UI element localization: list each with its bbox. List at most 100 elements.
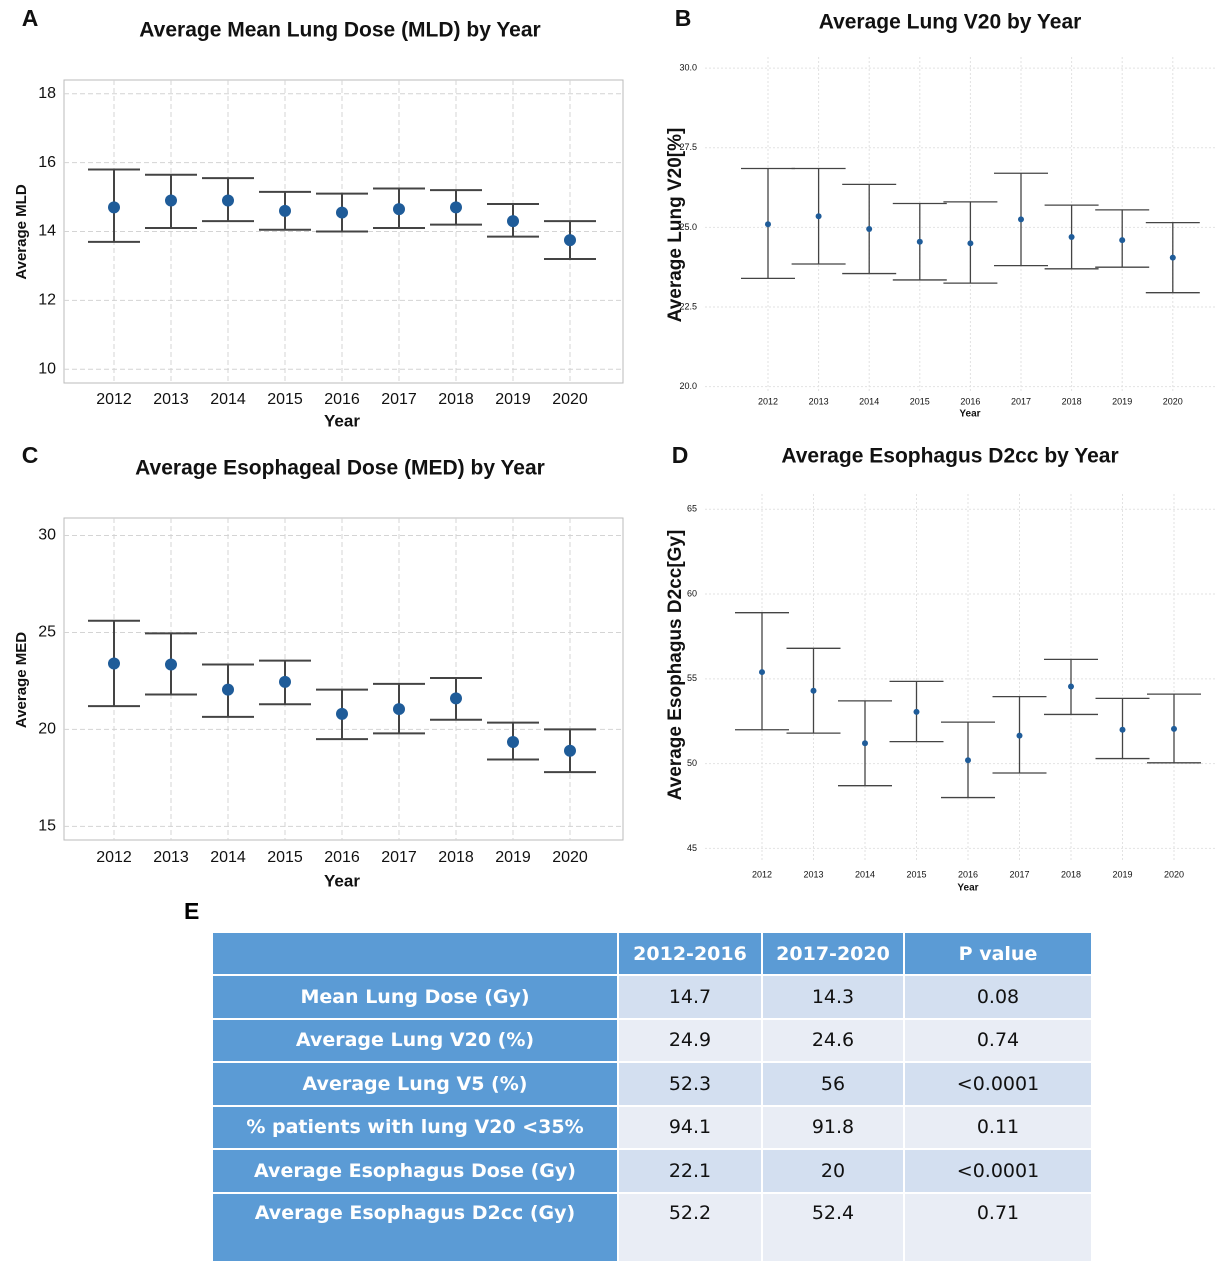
y-tick-label: 22.5 bbox=[679, 301, 697, 311]
chart-title: Average Esophagus D2cc by Year bbox=[781, 445, 1118, 468]
x-tick-label: 2013 bbox=[809, 396, 829, 406]
x-tick-label: 2013 bbox=[153, 849, 189, 866]
panel-label: B bbox=[675, 5, 692, 31]
mean-point bbox=[336, 707, 348, 720]
row-label: % patients with lung V20 <35% bbox=[212, 1105, 618, 1149]
y-axis-label: Average MLD bbox=[13, 184, 30, 279]
chart-title: Average Mean Lung Dose (MLD) by Year bbox=[139, 19, 540, 42]
x-tick-label: 2016 bbox=[960, 396, 980, 406]
x-tick-label: 2012 bbox=[96, 849, 132, 866]
mean-point bbox=[279, 204, 291, 217]
mean-point bbox=[336, 206, 348, 219]
mean-point bbox=[916, 238, 923, 245]
plot-area bbox=[705, 494, 1217, 862]
y-tick-label: 25 bbox=[38, 624, 56, 641]
row-label: Average Lung V20 (%) bbox=[212, 1018, 618, 1062]
table-cell: 14.7 bbox=[618, 975, 762, 1019]
x-tick-label: 2018 bbox=[438, 849, 474, 866]
mean-point bbox=[279, 675, 291, 688]
table-cell: 14.3 bbox=[762, 975, 904, 1019]
x-tick-label: 2020 bbox=[552, 391, 588, 408]
chart-title: Average Esophageal Dose (MED) by Year bbox=[135, 457, 545, 480]
mean-point bbox=[507, 215, 519, 228]
y-tick-label: 25.0 bbox=[679, 222, 697, 232]
mean-point bbox=[1016, 732, 1023, 739]
x-tick-label: 2019 bbox=[1112, 396, 1132, 406]
table-cell: 20 bbox=[762, 1149, 904, 1193]
x-axis-label: Year bbox=[959, 409, 980, 420]
x-tick-label: 2018 bbox=[1062, 396, 1082, 406]
mean-point bbox=[450, 692, 462, 705]
y-tick-label: 55 bbox=[687, 673, 697, 683]
y-tick-label: 27.5 bbox=[679, 142, 697, 152]
y-axis-label: Average Lung V20[%] bbox=[665, 128, 686, 323]
y-tick-label: 30 bbox=[38, 527, 56, 544]
x-tick-label: 2019 bbox=[495, 849, 531, 866]
y-tick-label: 20.0 bbox=[679, 381, 697, 391]
x-tick-label: 2016 bbox=[324, 849, 360, 866]
x-tick-label: 2015 bbox=[267, 849, 303, 866]
x-tick-label: 2017 bbox=[1011, 396, 1031, 406]
y-tick-label: 18 bbox=[38, 85, 56, 102]
panel-label: C bbox=[22, 442, 39, 468]
mean-point bbox=[1119, 726, 1126, 733]
mean-point bbox=[765, 221, 771, 228]
mean-point bbox=[393, 703, 405, 716]
mean-point bbox=[965, 757, 971, 764]
mean-point bbox=[1068, 683, 1074, 690]
y-tick-label: 15 bbox=[38, 818, 56, 835]
table-cell: 24.9 bbox=[618, 1018, 762, 1062]
mean-point bbox=[165, 658, 177, 671]
table-cell: 0.71 bbox=[904, 1192, 1092, 1262]
x-tick-label: 2012 bbox=[96, 391, 132, 408]
mean-point bbox=[815, 213, 822, 220]
mean-point bbox=[862, 740, 868, 747]
x-tick-label: 2016 bbox=[958, 869, 978, 879]
y-axis-label: Average MED bbox=[13, 632, 30, 728]
x-tick-label: 2012 bbox=[752, 869, 772, 879]
x-tick-label: 2015 bbox=[906, 869, 926, 879]
x-tick-label: 2016 bbox=[324, 391, 360, 408]
y-axis-label: Average Esophagus D2cc[Gy] bbox=[665, 530, 686, 801]
x-tick-label: 2020 bbox=[1163, 396, 1183, 406]
mean-point bbox=[393, 203, 405, 216]
y-tick-label: 20 bbox=[38, 721, 56, 738]
mean-point bbox=[450, 201, 462, 214]
x-tick-label: 2018 bbox=[1061, 869, 1081, 879]
mean-point bbox=[1018, 216, 1024, 223]
mean-point bbox=[810, 687, 817, 694]
panel-label: E bbox=[184, 898, 200, 924]
x-tick-label: 2018 bbox=[438, 391, 474, 408]
x-axis-label: Year bbox=[957, 883, 978, 894]
y-tick-label: 16 bbox=[38, 154, 56, 171]
mean-point bbox=[222, 683, 234, 696]
header-cell: P value bbox=[904, 932, 1092, 975]
mean-point bbox=[1068, 233, 1075, 240]
mean-point bbox=[967, 240, 974, 247]
table-cell: 0.11 bbox=[904, 1105, 1092, 1149]
x-axis-label: Year bbox=[324, 871, 360, 890]
table-cell: 94.1 bbox=[618, 1105, 762, 1149]
x-tick-label: 2014 bbox=[210, 391, 246, 408]
mean-point bbox=[1171, 725, 1177, 732]
y-tick-label: 50 bbox=[687, 758, 697, 768]
y-tick-label: 10 bbox=[38, 360, 56, 377]
row-label: Average Lung V5 (%) bbox=[212, 1062, 618, 1106]
row-label: Average Esophagus Dose (Gy) bbox=[212, 1149, 618, 1193]
row-label: Average Esophagus D2cc (Gy) bbox=[212, 1192, 618, 1262]
x-tick-label: 2015 bbox=[910, 396, 930, 406]
mean-point bbox=[1119, 237, 1126, 244]
mean-point bbox=[507, 736, 519, 749]
x-tick-label: 2014 bbox=[859, 396, 879, 406]
chart-title: Average Lung V20 by Year bbox=[819, 11, 1082, 34]
mean-point bbox=[1169, 254, 1176, 261]
table-cell: 22.1 bbox=[618, 1149, 762, 1193]
mean-point bbox=[108, 657, 120, 670]
y-tick-label: 45 bbox=[687, 843, 697, 853]
x-tick-label: 2019 bbox=[1112, 869, 1132, 879]
mean-point bbox=[564, 744, 576, 757]
y-tick-label: 65 bbox=[687, 504, 697, 514]
table-cell: 52.4 bbox=[762, 1192, 904, 1262]
y-tick-label: 12 bbox=[38, 292, 56, 309]
